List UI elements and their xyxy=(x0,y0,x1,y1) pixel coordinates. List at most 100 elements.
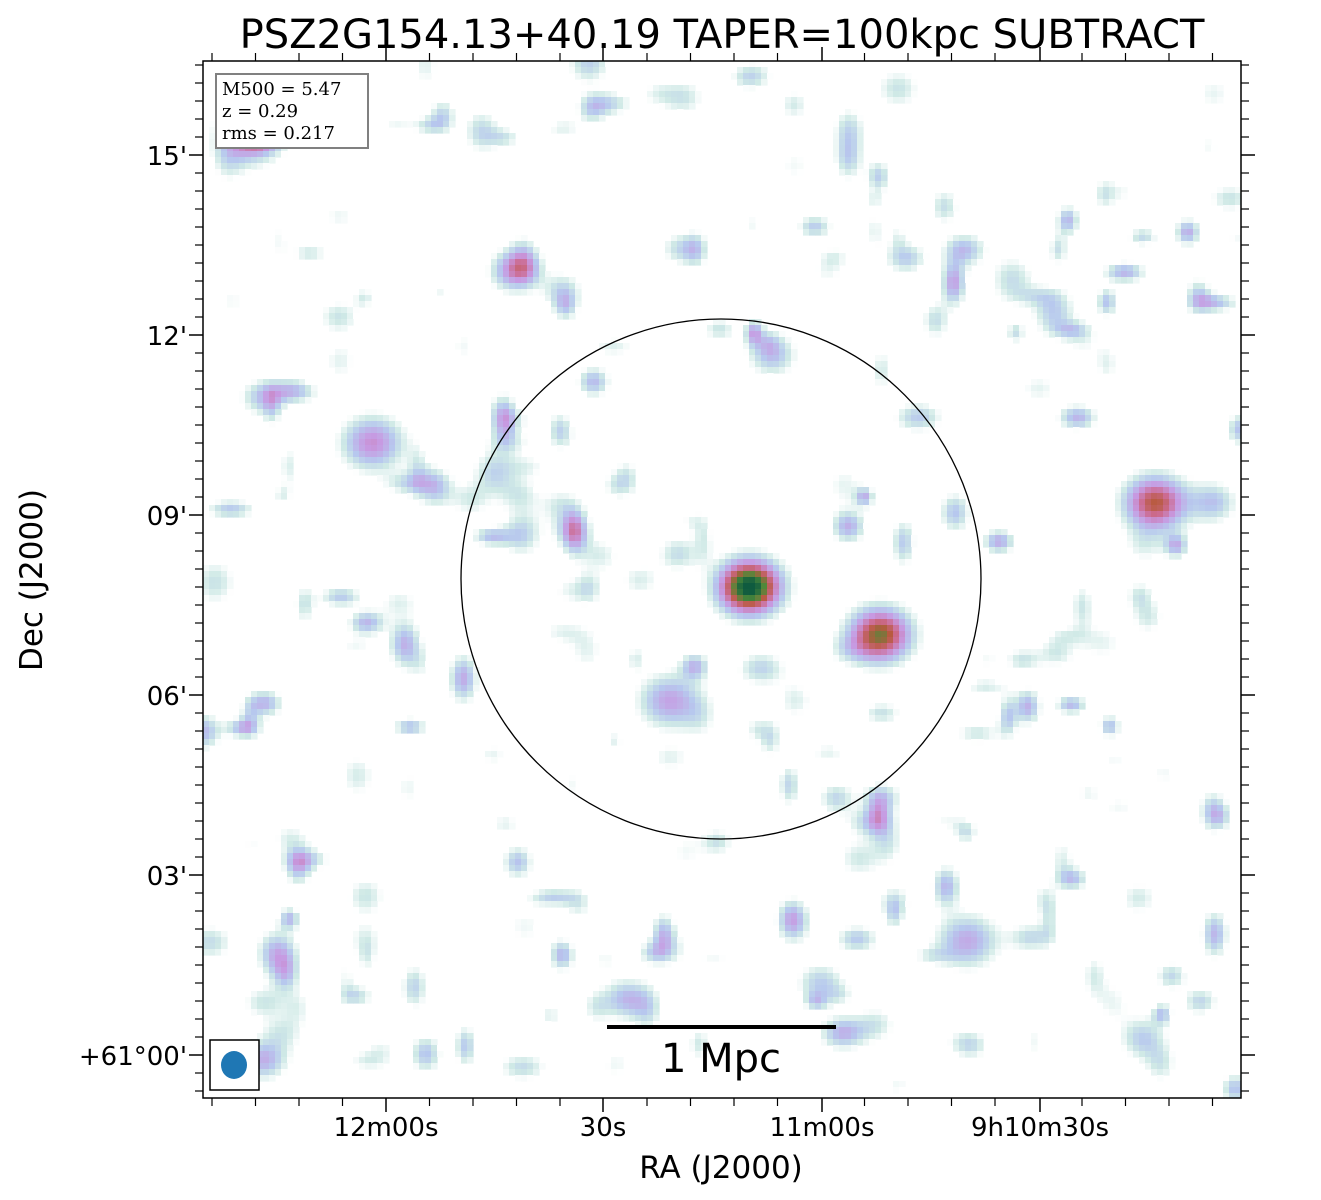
intensity-pixel xyxy=(1079,421,1086,428)
intensity-pixel xyxy=(479,529,486,536)
intensity-pixel xyxy=(581,511,588,518)
intensity-pixel xyxy=(881,637,888,644)
intensity-pixel xyxy=(833,979,840,986)
intensity-pixel xyxy=(1103,991,1110,998)
intensity-pixel xyxy=(971,823,978,830)
intensity-pixel xyxy=(1085,343,1092,350)
intensity-pixel xyxy=(287,487,294,494)
intensity-pixel xyxy=(581,655,588,662)
intensity-pixel xyxy=(1013,277,1020,284)
intensity-pixel xyxy=(725,589,732,596)
intensity-pixel xyxy=(413,487,420,494)
intensity-pixel xyxy=(599,985,606,992)
intensity-pixel xyxy=(1037,295,1044,302)
intensity-pixel xyxy=(815,997,822,1004)
intensity-pixel xyxy=(299,841,306,848)
intensity-pixel xyxy=(401,481,408,488)
intensity-pixel xyxy=(1043,283,1050,290)
intensity-pixel xyxy=(1145,1045,1152,1052)
intensity-pixel xyxy=(797,913,804,920)
intensity-pixel xyxy=(293,865,300,872)
intensity-pixel xyxy=(899,415,906,422)
intensity-pixel xyxy=(575,307,582,314)
intensity-pixel xyxy=(839,505,846,512)
intensity-pixel xyxy=(1145,1033,1152,1040)
intensity-pixel xyxy=(1109,289,1116,296)
intensity-pixel xyxy=(365,889,372,896)
intensity-pixel xyxy=(251,691,258,698)
intensity-pixel xyxy=(857,115,864,122)
intensity-pixel xyxy=(839,1045,846,1052)
intensity-pixel xyxy=(935,415,942,422)
intensity-pixel xyxy=(419,73,426,80)
intensity-pixel xyxy=(983,727,990,734)
intensity-pixel xyxy=(509,817,516,824)
intensity-pixel xyxy=(377,475,384,482)
intensity-pixel xyxy=(797,703,804,710)
intensity-pixel xyxy=(749,655,756,662)
intensity-pixel xyxy=(863,859,870,866)
intensity-pixel xyxy=(1175,493,1182,500)
intensity-pixel xyxy=(665,751,672,758)
intensity-pixel xyxy=(557,967,564,974)
intensity-pixel xyxy=(791,703,798,710)
intensity-pixel xyxy=(239,511,246,518)
intensity-pixel xyxy=(455,667,462,674)
intensity-pixel xyxy=(605,91,612,98)
intensity-pixel xyxy=(701,529,708,536)
intensity-pixel xyxy=(881,187,888,194)
intensity-pixel xyxy=(251,697,258,704)
intensity-pixel xyxy=(509,847,516,854)
intensity-pixel xyxy=(1181,517,1188,524)
intensity-pixel xyxy=(263,937,270,944)
intensity-pixel xyxy=(587,79,594,86)
intensity-pixel xyxy=(347,979,354,986)
intensity-pixel xyxy=(641,697,648,704)
intensity-pixel xyxy=(575,583,582,590)
intensity-pixel xyxy=(893,625,900,632)
intensity-pixel xyxy=(701,577,708,584)
intensity-pixel xyxy=(887,247,894,254)
intensity-pixel xyxy=(941,919,948,926)
intensity-pixel xyxy=(287,385,294,392)
intensity-pixel xyxy=(689,655,696,662)
intensity-pixel xyxy=(599,1003,606,1010)
intensity-pixel xyxy=(359,301,366,308)
intensity-pixel xyxy=(779,793,786,800)
intensity-pixel xyxy=(815,229,822,236)
intensity-pixel xyxy=(353,439,360,446)
intensity-pixel xyxy=(467,127,474,134)
intensity-pixel xyxy=(1139,241,1146,248)
intensity-pixel xyxy=(1061,871,1068,878)
intensity-pixel xyxy=(1073,607,1080,614)
intensity-pixel xyxy=(1121,259,1128,266)
intensity-pixel xyxy=(893,841,900,848)
intensity-pixel xyxy=(1055,655,1062,662)
intensity-pixel xyxy=(989,955,996,962)
intensity-pixel xyxy=(887,829,894,836)
intensity-pixel xyxy=(893,829,900,836)
intensity-pixel xyxy=(1103,187,1110,194)
intensity-pixel xyxy=(377,415,384,422)
intensity-pixel xyxy=(221,169,228,176)
intensity-pixel xyxy=(1103,361,1110,368)
intensity-pixel xyxy=(407,973,414,980)
intensity-pixel xyxy=(1211,931,1218,938)
intensity-pixel xyxy=(503,283,510,290)
intensity-pixel xyxy=(683,229,690,236)
intensity-pixel xyxy=(905,625,912,632)
intensity-pixel xyxy=(473,145,480,152)
intensity-pixel xyxy=(1157,535,1164,542)
intensity-pixel xyxy=(1157,547,1164,554)
intensity-pixel xyxy=(1073,325,1080,332)
intensity-pixel xyxy=(1001,289,1008,296)
intensity-pixel xyxy=(407,487,414,494)
intensity-pixel xyxy=(857,529,864,536)
intensity-pixel xyxy=(851,823,858,830)
intensity-pixel xyxy=(527,505,534,512)
intensity-pixel xyxy=(263,931,270,938)
intensity-pixel xyxy=(407,121,414,128)
intensity-pixel xyxy=(1127,499,1134,506)
intensity-pixel xyxy=(257,385,264,392)
intensity-pixel xyxy=(335,301,342,308)
